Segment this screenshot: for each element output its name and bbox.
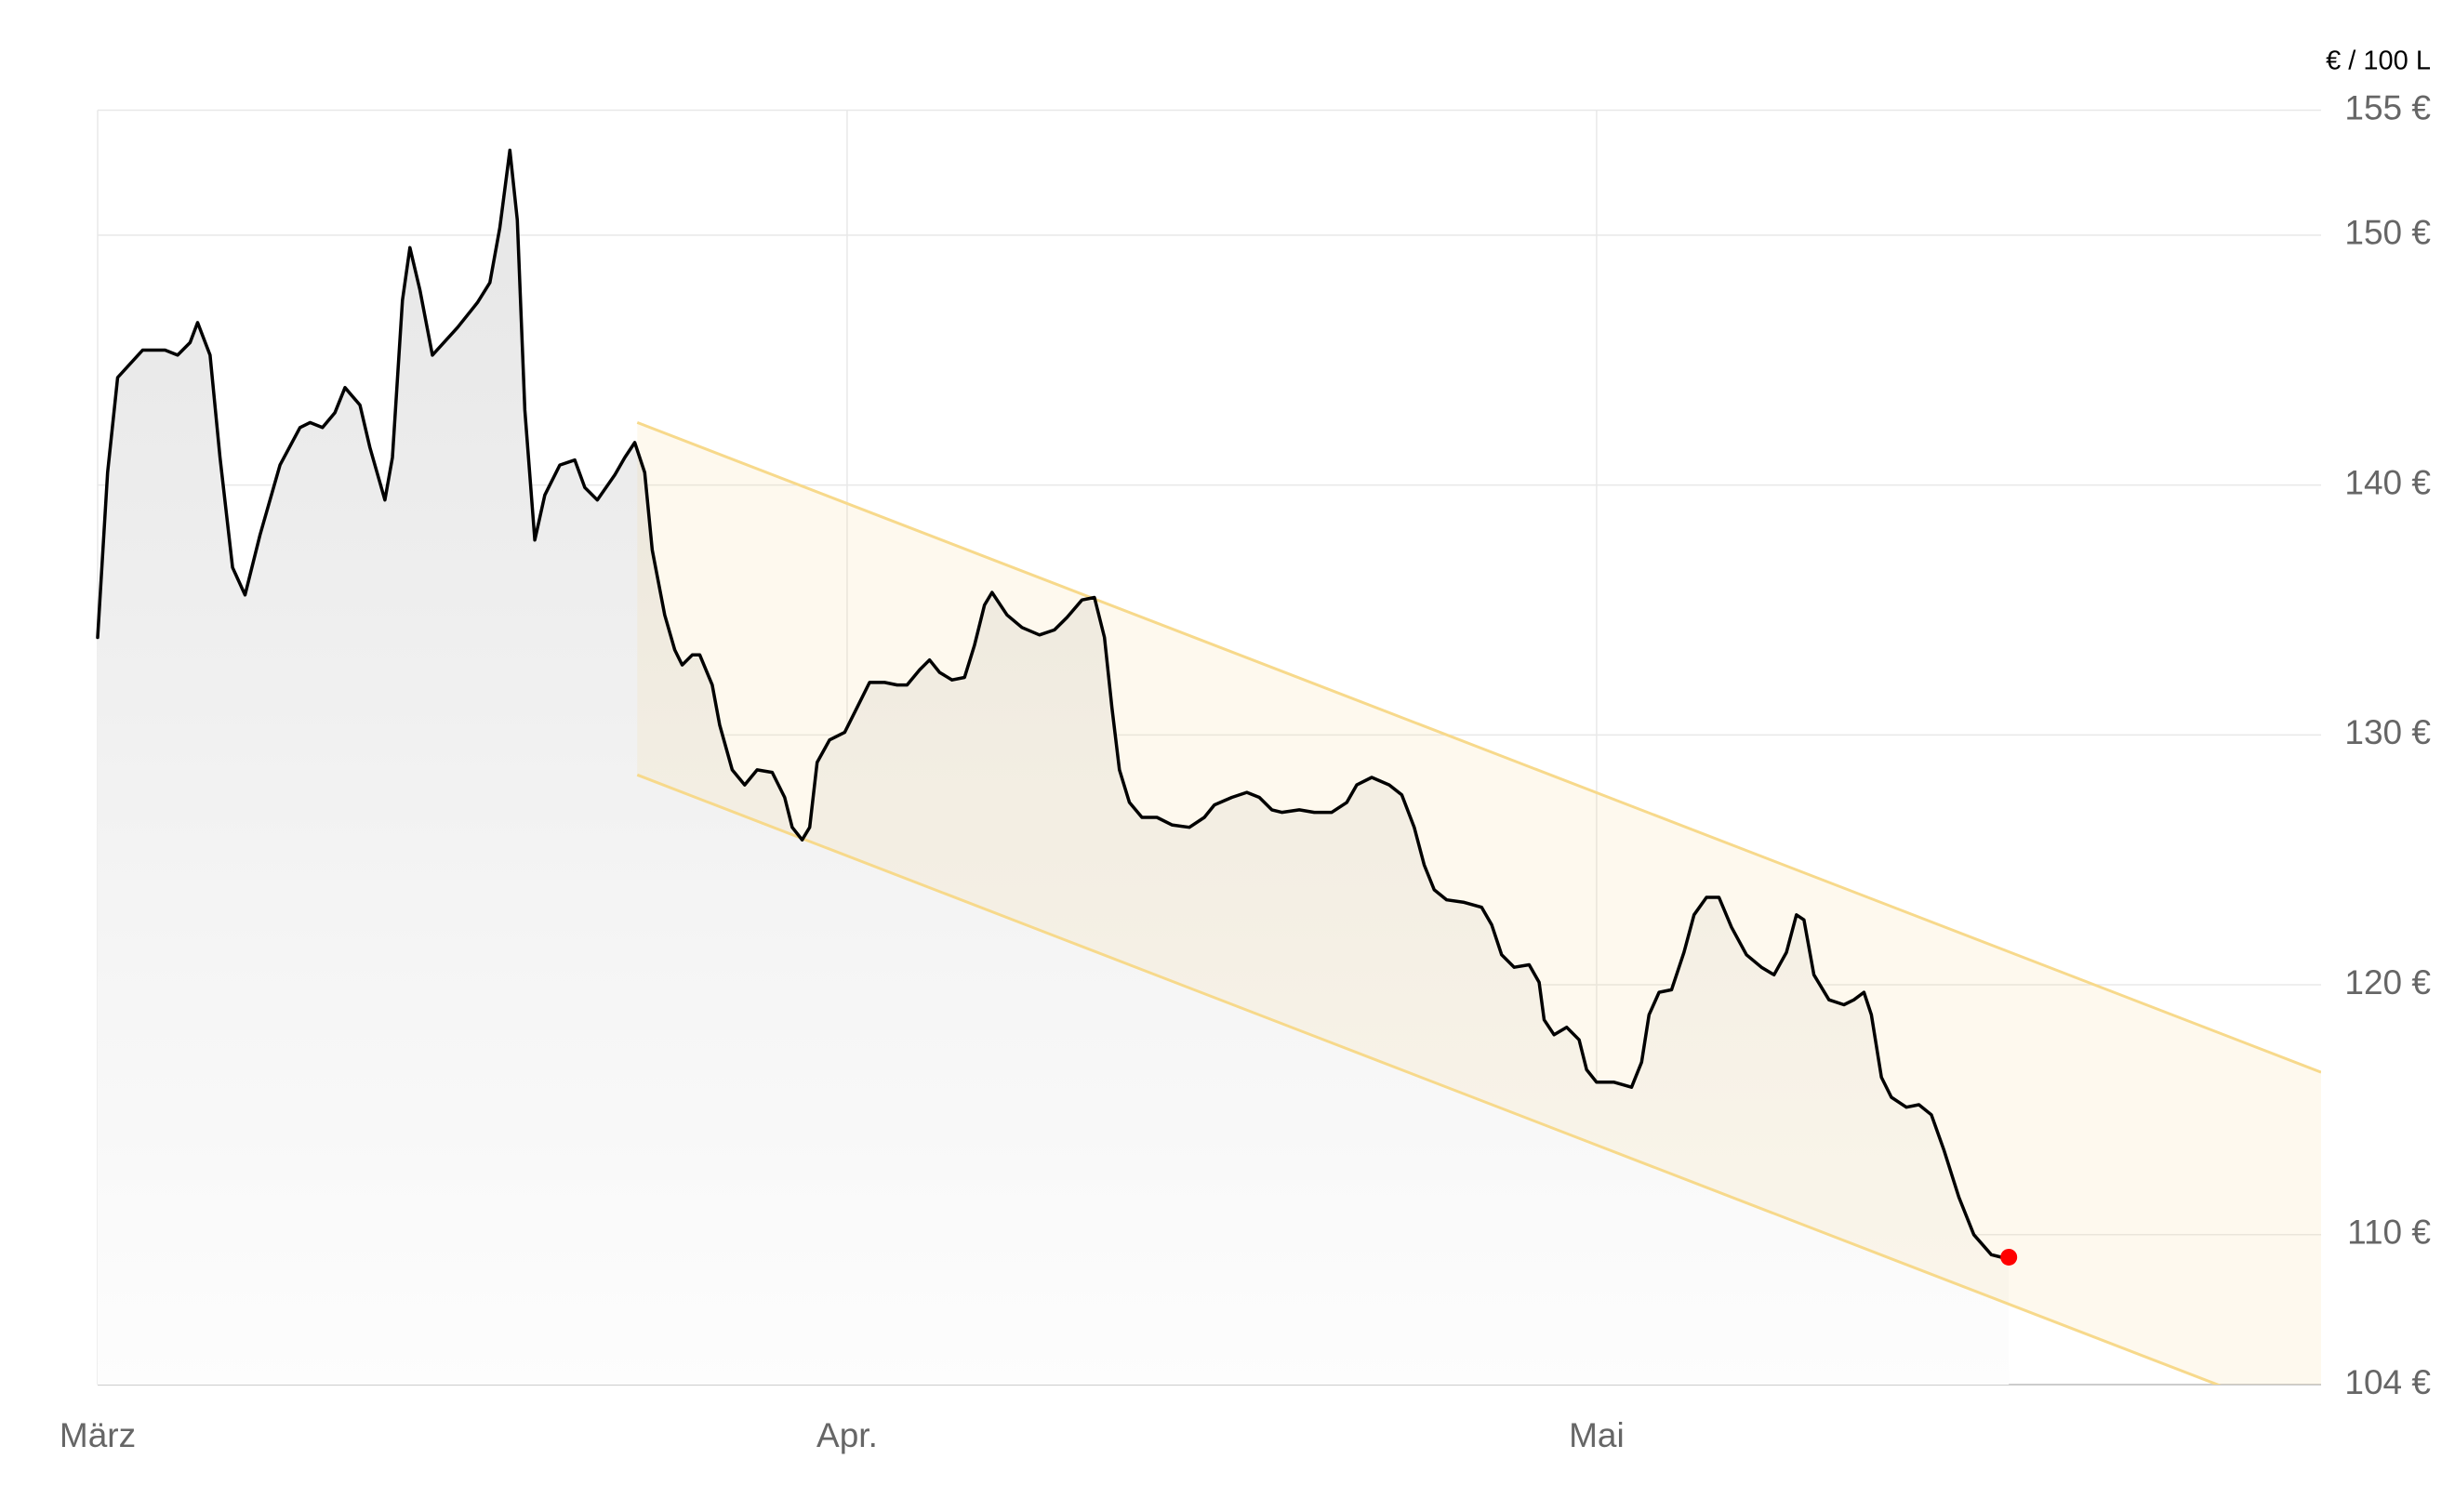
last-point	[2000, 1248, 2018, 1266]
y-tick-label: 150 €	[2344, 214, 2431, 252]
channel-fill	[637, 422, 2321, 1385]
y-tick-label: 120 €	[2344, 963, 2431, 1001]
y-tick-label: 130 €	[2344, 713, 2431, 751]
line-area	[98, 150, 2010, 1385]
y-tick-label: 140 €	[2344, 463, 2431, 501]
y-tick-label: 104 €	[2344, 1363, 2431, 1401]
price-line	[96, 148, 2010, 1259]
channel-line	[636, 421, 2321, 1074]
trend-channel	[636, 421, 2321, 1385]
x-tick-label: Apr.	[816, 1416, 878, 1454]
unit-label: € / 100 L	[2326, 46, 2431, 76]
channel-line	[636, 773, 2222, 1385]
x-tick-label: Mai	[1569, 1416, 1625, 1454]
x-tick-label: März	[60, 1416, 136, 1454]
y-tick-label: 110 €	[2347, 1214, 2431, 1252]
y-tick-label: 155 €	[2344, 88, 2431, 126]
